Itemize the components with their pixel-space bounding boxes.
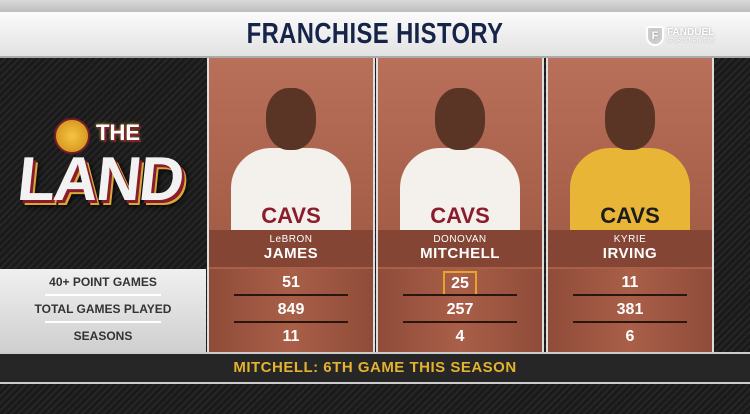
stat-value: 257 <box>446 301 474 318</box>
top-strip <box>0 0 750 12</box>
stat-value: 381 <box>616 301 644 318</box>
player-last-name: IRVING <box>602 245 658 262</box>
stat-cell: 6 <box>548 323 712 350</box>
player-photo: CAVS <box>209 58 373 230</box>
stat-cell: 257 <box>378 296 542 323</box>
logo-big-text: LAND <box>14 145 186 214</box>
player-last-name: JAMES <box>263 245 319 262</box>
stat-cell: 11 <box>548 269 712 296</box>
stat-cell: 4 <box>378 323 542 350</box>
jersey-text: CAVS <box>430 203 490 228</box>
background-texture-bottom <box>0 384 750 414</box>
player-photo: CAVS <box>548 58 712 230</box>
fanduel-shield-icon: F <box>646 26 664 46</box>
stat-label: SEASONS <box>73 329 133 343</box>
player-name: DONOVAN MITCHELL <box>378 230 542 267</box>
stat-value: 11 <box>282 328 300 345</box>
highlight-box: 25 <box>443 271 477 296</box>
stat-cell: 849 <box>209 296 373 323</box>
basketball-icon <box>54 118 90 154</box>
player-head <box>605 88 655 150</box>
footer-bar: MITCHELL: 6TH GAME THIS SEASON <box>0 352 750 384</box>
player-name: KYRIE IRVING <box>548 230 712 267</box>
player-first-name: DONOVAN <box>433 234 487 245</box>
the-land-logo: THE LAND <box>14 118 203 226</box>
stat-label: 40+ POINT GAMES <box>0 269 206 296</box>
stat-value: 6 <box>625 328 635 345</box>
jersey <box>231 148 351 230</box>
stat-value: 51 <box>282 274 300 291</box>
player-stats: 11 381 6 <box>548 269 712 352</box>
player-head <box>266 88 316 150</box>
player-stats: 25 257 4 <box>378 269 542 352</box>
stat-value: 11 <box>621 274 639 291</box>
stat-value: 4 <box>455 328 465 345</box>
player-name: LeBRON JAMES <box>209 230 373 267</box>
player-first-name: KYRIE <box>613 234 647 245</box>
stat-cell: 11 <box>209 323 373 350</box>
logo-small-text: THE <box>96 120 140 145</box>
stat-cell: 25 <box>378 269 542 296</box>
player-photo: CAVS <box>378 58 542 230</box>
network-logo-line1: FANDUEL <box>667 27 715 38</box>
player-first-name: LeBRON <box>269 234 313 245</box>
player-stats: 51 849 11 <box>209 269 373 352</box>
footer-text: MITCHELL: 6TH GAME THIS SEASON <box>233 359 517 376</box>
stat-labels: 40+ POINT GAMES TOTAL GAMES PLAYED SEASO… <box>0 269 206 352</box>
player-last-name: MITCHELL <box>420 245 500 262</box>
jersey <box>570 148 690 230</box>
stat-value: 849 <box>277 301 305 318</box>
stat-cell: 381 <box>548 296 712 323</box>
header: FRANCHISE HISTORY F FANDUEL SPORTS NETWO… <box>0 12 750 58</box>
player-head <box>435 88 485 150</box>
stat-label: TOTAL GAMES PLAYED <box>0 296 206 323</box>
player-column: CAVS KYRIE IRVING 11 381 6 <box>546 58 714 352</box>
player-column: CAVS LeBRON JAMES 51 849 11 <box>207 58 375 352</box>
page-title: FRANCHISE HISTORY <box>246 18 504 50</box>
network-logo: F FANDUEL SPORTS NETWORK <box>646 26 714 46</box>
jersey-text: CAVS <box>261 203 321 228</box>
player-column: CAVS DONOVAN MITCHELL 25 257 4 <box>376 58 544 352</box>
network-logo-line2: SPORTS NETWORK <box>667 38 715 44</box>
jersey <box>400 148 520 230</box>
stat-cell: 51 <box>209 269 373 296</box>
jersey-text: CAVS <box>600 203 660 228</box>
